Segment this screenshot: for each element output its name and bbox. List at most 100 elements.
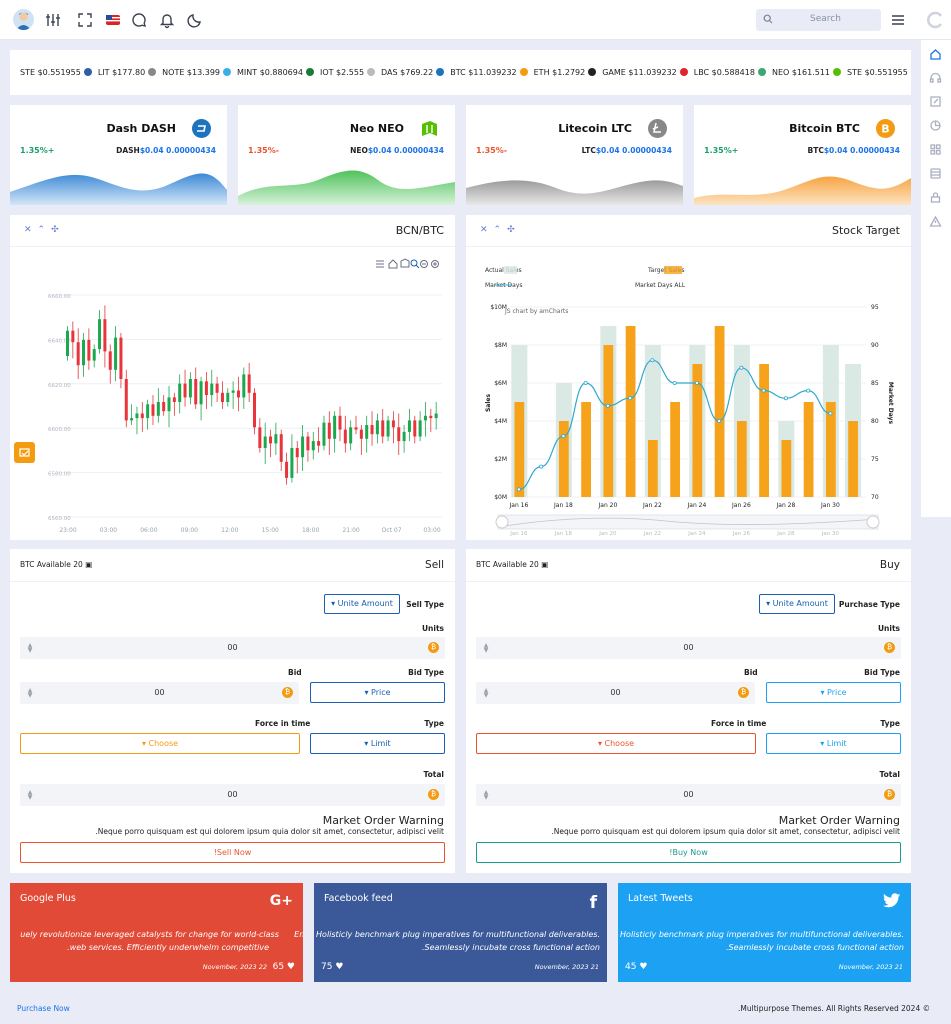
limit-dropdown[interactable]: ▾ Limit [766,733,901,754]
total-input[interactable]: ▲ ▼ 00 ₿ [20,784,445,806]
candle [317,441,321,446]
pan-icon[interactable] [400,258,410,268]
purchase-now-link[interactable]: Purchase Now [17,1004,70,1013]
total-input[interactable]: ▲ ▼ 00 ₿ [476,784,901,806]
bid-input[interactable]: ▲ ▼ 00 ₿ [476,682,755,704]
buy-now-button[interactable]: !Buy Now [476,842,901,863]
lock-icon[interactable] [929,191,942,204]
y-right-tick: 70 [871,494,879,501]
actual-sales-bar [848,421,858,497]
menu-icon[interactable] [376,260,384,268]
choose-dropdown[interactable]: ▾ Choose [20,733,300,754]
unit-amount-dropdown[interactable]: ▾ Unite Amount [324,594,400,614]
card-controls[interactable]: ✕⌃✣ [480,225,521,235]
ticker-item[interactable]: DAS $769.22 [381,68,445,77]
coin-icon [436,68,445,76]
chat-icon[interactable] [130,11,148,29]
ticker-item[interactable]: LBC $0.588418 [694,68,766,77]
ticker-item[interactable]: NOTE $13.399 [162,68,232,77]
settings-float-button[interactable] [14,442,35,463]
ticker-item[interactable]: LIT $177.80 [98,68,157,77]
home-icon[interactable] [929,48,942,61]
choose-dropdown[interactable]: ▾ Choose [476,733,756,754]
chart-scrollbar[interactable]: Jan 16 Jan 18 Jan 20 Jan 22 Jan 24 Jan 26 Jan … [495,514,880,537]
limit-dropdown[interactable]: ▾ Limit [310,733,445,754]
ticker-label: LBC $0.588418 [693,68,755,77]
sell-now-button[interactable]: !Sell Now [20,842,445,863]
stepper-icon[interactable]: ▲ ▼ [483,642,489,654]
warning-icon[interactable] [929,215,942,228]
chart-toolbar[interactable] [376,258,439,269]
heart-icon[interactable]: ♥ [335,962,344,972]
card-controls[interactable]: ✕⌃✣ [24,225,65,235]
bell-icon[interactable] [158,11,176,29]
facebook-icon[interactable]: f [589,893,597,913]
candle [204,381,208,396]
twitter-icon[interactable] [883,893,901,909]
home-icon[interactable] [388,259,398,269]
google-plus-icon[interactable]: G+ [269,893,293,909]
stepper-icon[interactable]: ▲ ▼ [483,789,489,801]
coin-card-neo[interactable]: Neo NEO 1.35%- NEO$0.04 0.00000434 [238,105,455,205]
scroll-handle-left[interactable] [495,515,509,529]
scroll-handle-right[interactable] [866,515,880,529]
like-count[interactable]: 45 ♥ [625,962,647,972]
unit-amount-dropdown[interactable]: ▾ Unite Amount [759,594,835,614]
candlestick-chart[interactable]: 6660.00 6640.00 6620.00 6600.00 6580.00 6560.… [10,247,455,540]
ticker-item[interactable]: ETH $1.2792 [534,68,597,77]
ticker-item[interactable]: STE $0.551955 [847,68,911,77]
ticker-item[interactable]: STE $0.551955 [20,68,92,77]
like-count[interactable]: 65 ♥ [273,962,295,972]
search-box[interactable]: Search [756,9,881,31]
price-dropdown[interactable]: ▾ Price [310,682,445,703]
pie-chart-icon[interactable] [929,119,942,132]
moon-icon[interactable] [186,11,204,29]
stepper-icon[interactable]: ▲ ▼ [27,687,33,699]
stepper-icon[interactable]: ▲ ▼ [27,789,33,801]
ticker-item[interactable]: BTC $11.039232 [450,68,528,77]
zoom-out-icon[interactable] [420,260,428,268]
stepper-icon[interactable]: ▲ ▼ [483,687,489,699]
coin-change: 1.35%- [248,146,280,155]
like-count[interactable]: 75 ♥ [321,962,343,972]
avatar[interactable] [13,9,34,30]
search-input[interactable]: Search [810,14,841,24]
actual-sales-bar [581,402,591,497]
zoom-icon[interactable] [410,259,420,269]
coin-icon [519,68,528,76]
headphones-icon[interactable] [929,71,942,84]
menu-icon[interactable] [889,11,907,29]
ticker-row: STE $0.551955 LIT $177.80 NOTE $13.399 MINT… [20,68,911,77]
units-input[interactable]: ▲ ▼ 00 ₿ [476,637,901,659]
ticker-item[interactable]: GAME $11.039232 [602,68,688,77]
svg-text:B: B [881,123,889,136]
latest-tweets-card[interactable]: Latest Tweets Holisticly benchmark plug … [618,883,911,982]
price-dropdown[interactable]: ▾ Price [766,682,901,703]
coin-card-ltc[interactable]: Litecoin LTC 1.35%- LTC$0.04 0.00000434 [466,105,683,205]
coin-card-dash[interactable]: Dash DASH 1.35%+ DASH$0.04 0.00000434 [10,105,227,205]
database-icon[interactable] [929,167,942,180]
total-value: 00 [227,790,238,799]
coin-card-btc[interactable]: Bitcoin BTC B 1.35%+ BTC$0.04 0.00000434 [694,105,911,205]
ticker-item[interactable]: NEO $161.511 [772,68,842,77]
units-input[interactable]: ▲ ▼ 00 ₿ [20,637,445,659]
flag-us-icon[interactable] [104,11,122,29]
ticker-item[interactable]: MINT $0.880694 [237,68,314,77]
google-plus-card[interactable]: Google Plus G+ uely revolutionize levera… [10,883,303,982]
coin-name: Bitcoin BTC [789,122,860,135]
edit-icon[interactable] [929,95,942,108]
actual-sales-bar [514,402,525,497]
fullscreen-icon[interactable] [76,11,94,29]
sliders-icon[interactable] [44,11,62,29]
facebook-feed-card[interactable]: Facebook feed f Holisticly benchmark plu… [314,883,607,982]
candle [76,342,80,366]
heart-icon[interactable]: ♥ [286,962,295,972]
heart-icon[interactable]: ♥ [639,962,648,972]
stepper-icon[interactable]: ▲ ▼ [27,642,33,654]
grid-icon[interactable] [929,143,942,156]
ticker-item[interactable]: IOT $2.555 [320,68,376,77]
zoom-in-icon[interactable] [431,260,439,268]
bid-input[interactable]: ▲ ▼ 00 ₿ [20,682,299,704]
